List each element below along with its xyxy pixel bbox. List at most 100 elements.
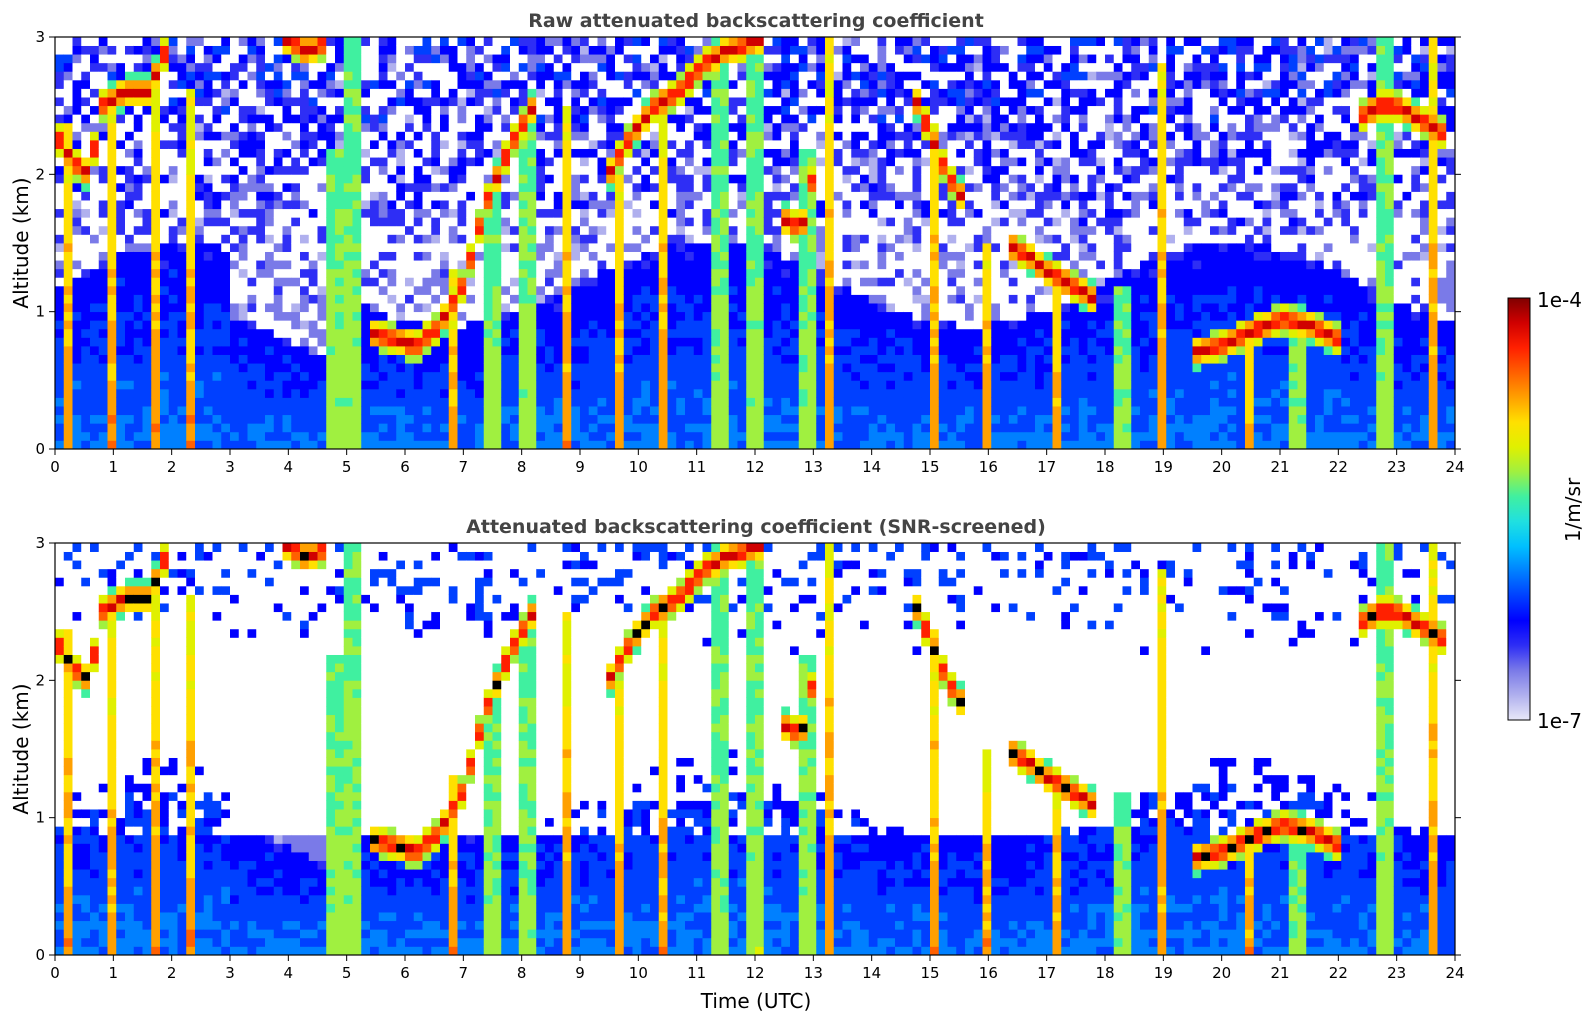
heatmap-cell (317, 243, 327, 252)
heatmap-cell (807, 431, 817, 441)
heatmap-cell (623, 225, 633, 235)
heatmap-cell (685, 311, 695, 321)
heatmap-cell (475, 303, 485, 313)
heatmap-cell (851, 311, 861, 321)
heatmap-cell (615, 406, 625, 416)
heatmap-cell (956, 243, 966, 252)
heatmap-cell (641, 200, 651, 210)
heatmap-cell (212, 320, 222, 330)
heatmap-cell (728, 260, 738, 270)
heatmap-cell (851, 200, 861, 210)
heatmap-cell (238, 71, 248, 81)
heatmap-cell (676, 303, 686, 313)
heatmap-cell (133, 243, 143, 252)
heatmap-cell (781, 174, 791, 184)
heatmap-cell (886, 346, 896, 355)
heatmap-cell (361, 79, 371, 89)
heatmap-cell (387, 97, 397, 107)
heatmap-cell (632, 157, 642, 167)
heatmap-cell (798, 191, 808, 201)
heatmap-cell (895, 371, 905, 381)
heatmap-cell (632, 303, 642, 313)
heatmap-cell (492, 380, 502, 390)
heatmap-cell (842, 303, 852, 313)
heatmap-cell (606, 37, 616, 46)
heatmap-cell (343, 251, 353, 261)
heatmap-cell (632, 45, 642, 55)
heatmap-cell (361, 148, 371, 158)
heatmap-cell (107, 182, 117, 192)
heatmap-cell (466, 363, 476, 373)
heatmap-cell (282, 79, 292, 89)
heatmap-cell (790, 328, 800, 338)
heatmap-cell (720, 388, 730, 398)
heatmap-cell (405, 165, 415, 175)
heatmap-cell (667, 97, 677, 107)
heatmap-cell (868, 354, 878, 364)
heatmap-cell (405, 363, 415, 373)
heatmap-cell (606, 225, 616, 235)
heatmap-cell (527, 260, 537, 270)
heatmap-cell (335, 37, 345, 46)
heatmap-cell (387, 431, 397, 441)
heatmap-cell (868, 234, 878, 244)
heatmap-cell (203, 157, 213, 167)
heatmap-cell (641, 354, 651, 364)
heatmap-cell (98, 294, 108, 304)
heatmap-cell (448, 406, 458, 416)
heatmap-cell (291, 54, 301, 64)
heatmap-cell (772, 406, 782, 416)
heatmap-cell (203, 140, 213, 149)
heatmap-cell (641, 311, 651, 321)
heatmap-cell (116, 182, 126, 192)
heatmap-cell (282, 225, 292, 235)
heatmap-cell (405, 62, 415, 72)
heatmap-cell (833, 71, 843, 81)
heatmap-cell (308, 208, 318, 218)
heatmap-cell (55, 354, 65, 364)
heatmap-cell (720, 328, 730, 338)
heatmap-cell (343, 174, 353, 184)
heatmap-cell (195, 268, 205, 278)
heatmap-cell (763, 423, 773, 433)
heatmap-cell (667, 406, 677, 416)
heatmap-cell (807, 346, 817, 355)
heatmap-cell (746, 140, 756, 149)
heatmap-cell (247, 157, 257, 167)
heatmap-cell (702, 208, 712, 218)
heatmap-cell (667, 294, 677, 304)
heatmap-cell (230, 354, 240, 364)
heatmap-cell (282, 88, 292, 98)
heatmap-cell (790, 388, 800, 398)
heatmap-cell (265, 354, 275, 364)
heatmap-cell (370, 320, 380, 330)
heatmap-cell (291, 200, 301, 210)
heatmap-cell (308, 217, 318, 227)
heatmap-cell (221, 388, 231, 398)
heatmap-cell (650, 174, 660, 184)
heatmap-cell (921, 79, 931, 89)
heatmap-cell (746, 234, 756, 244)
heatmap-cell (895, 431, 905, 441)
heatmap-cell (405, 88, 415, 98)
heatmap-cell (431, 114, 441, 124)
heatmap-cell (860, 37, 870, 46)
heatmap-cell (851, 243, 861, 252)
heatmap-cell (693, 79, 703, 89)
heatmap-cell (860, 79, 870, 89)
heatmap-cell (632, 71, 642, 81)
heatmap-cell (203, 277, 213, 287)
heatmap-cell (81, 62, 91, 72)
heatmap-cell (825, 354, 835, 364)
heatmap-cell (737, 303, 747, 313)
heatmap-cell (90, 320, 100, 330)
heatmap-cell (343, 303, 353, 313)
heatmap-cell (676, 148, 686, 158)
heatmap-cell (667, 148, 677, 158)
heatmap-cell (510, 174, 520, 184)
heatmap-cell (798, 200, 808, 210)
heatmap-cell (125, 251, 135, 261)
heatmap-cell (562, 105, 572, 115)
heatmap-cell (230, 294, 240, 304)
heatmap-cell (326, 320, 336, 330)
